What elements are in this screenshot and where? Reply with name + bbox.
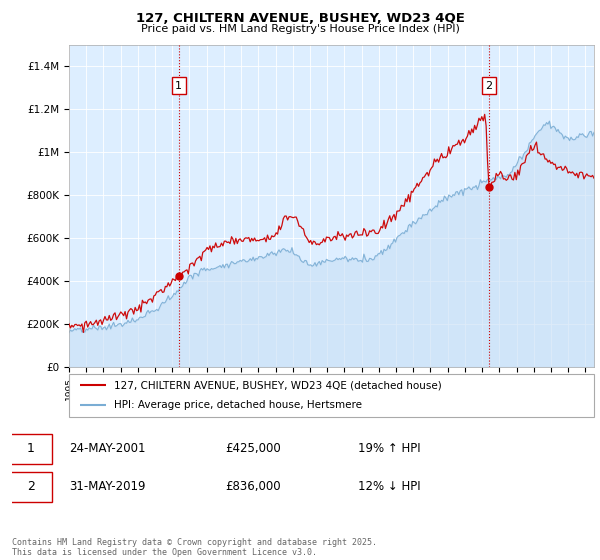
Text: 2: 2 — [485, 81, 492, 91]
FancyBboxPatch shape — [9, 434, 52, 464]
Text: 2: 2 — [27, 480, 35, 493]
Text: £425,000: £425,000 — [225, 442, 281, 455]
Text: 24-MAY-2001: 24-MAY-2001 — [70, 442, 146, 455]
Text: 127, CHILTERN AVENUE, BUSHEY, WD23 4QE: 127, CHILTERN AVENUE, BUSHEY, WD23 4QE — [136, 12, 464, 25]
Text: 19% ↑ HPI: 19% ↑ HPI — [358, 442, 420, 455]
Text: 1: 1 — [175, 81, 182, 91]
Text: 127, CHILTERN AVENUE, BUSHEY, WD23 4QE (detached house): 127, CHILTERN AVENUE, BUSHEY, WD23 4QE (… — [113, 380, 442, 390]
FancyBboxPatch shape — [9, 472, 52, 502]
Text: 12% ↓ HPI: 12% ↓ HPI — [358, 480, 420, 493]
Text: 31-MAY-2019: 31-MAY-2019 — [70, 480, 146, 493]
Text: £836,000: £836,000 — [225, 480, 281, 493]
Text: Price paid vs. HM Land Registry's House Price Index (HPI): Price paid vs. HM Land Registry's House … — [140, 24, 460, 34]
Text: HPI: Average price, detached house, Hertsmere: HPI: Average price, detached house, Hert… — [113, 400, 362, 410]
Text: Contains HM Land Registry data © Crown copyright and database right 2025.
This d: Contains HM Land Registry data © Crown c… — [12, 538, 377, 557]
Text: 1: 1 — [27, 442, 35, 455]
